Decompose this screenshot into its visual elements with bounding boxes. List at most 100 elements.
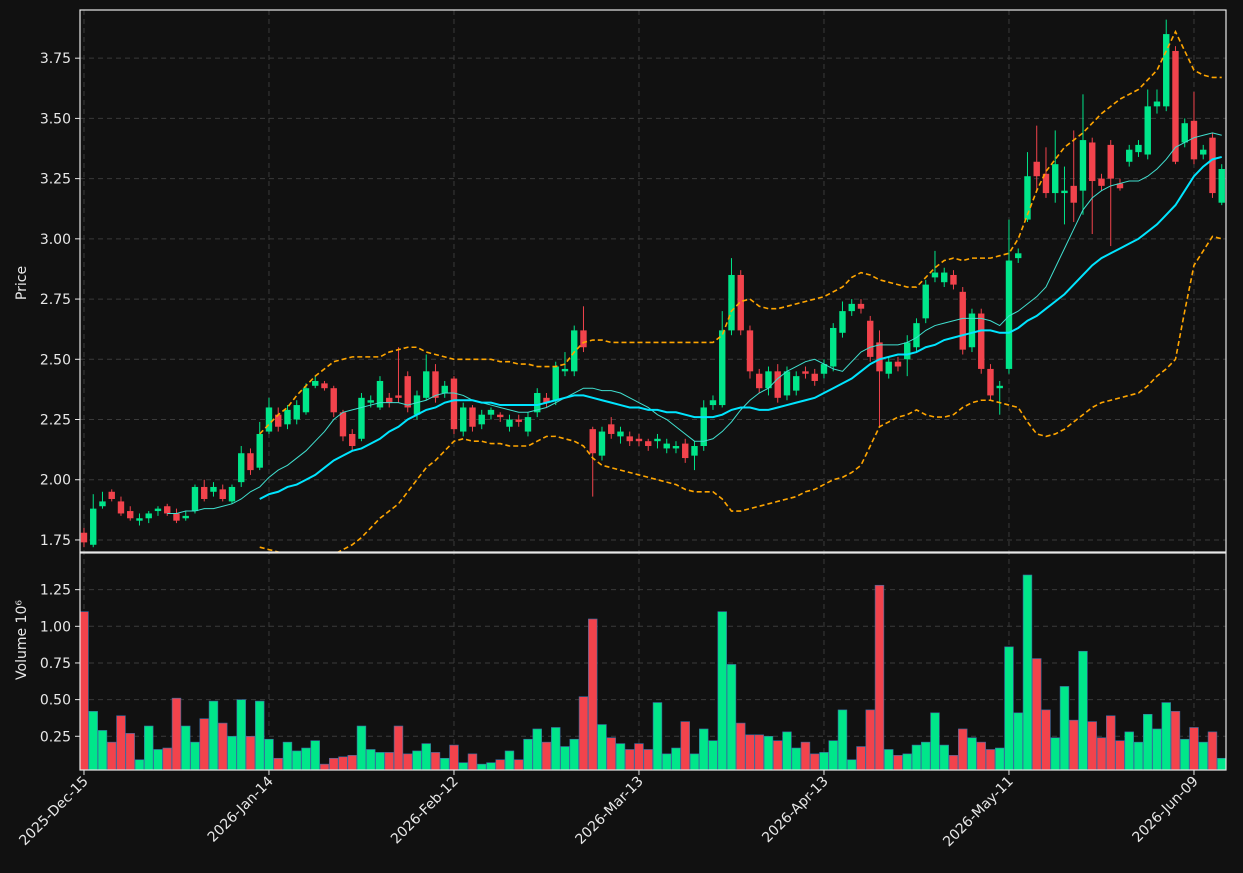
volume-bar [597, 724, 607, 770]
volume-bar [116, 715, 126, 770]
candle-body [210, 486, 217, 492]
volume-bar [264, 738, 274, 770]
volume-bar [329, 757, 339, 770]
price-frame [79, 9, 1227, 553]
volume-bar [1004, 646, 1014, 770]
candle-body [635, 438, 643, 442]
overlay-line [167, 132, 1222, 514]
volume-bar [319, 763, 330, 770]
volume-bar [930, 712, 940, 770]
x-tick-label: 2026-Apr-13 [759, 774, 832, 847]
volume-bar [532, 728, 542, 770]
candle-body [450, 378, 458, 430]
candle-body [709, 400, 717, 406]
volume-bar [190, 741, 200, 770]
volume-bar [421, 743, 431, 770]
volume-bar [893, 755, 903, 770]
volume-bar [1078, 650, 1088, 770]
volume-bar [985, 749, 996, 770]
candle-body [1024, 176, 1031, 220]
volume-bar [1022, 574, 1033, 770]
candle-body [349, 433, 356, 447]
candle-body [598, 431, 606, 456]
volume-bar [245, 735, 256, 770]
volume-bar [1115, 740, 1125, 770]
candle-body [1126, 149, 1133, 162]
candle-body [830, 327, 837, 367]
volume-bar [1198, 741, 1208, 770]
candle-body [460, 407, 467, 432]
volume-bar [467, 753, 478, 770]
volume-bar [1161, 702, 1171, 770]
volume-bar [652, 702, 663, 770]
volume-bar [884, 749, 894, 770]
candle-body [534, 393, 541, 413]
y-tick-label: 0.25 [40, 729, 71, 745]
candle-body [515, 419, 522, 422]
volume-bar [736, 722, 746, 770]
candle-body [1098, 178, 1105, 186]
candle-body [1089, 142, 1096, 182]
overlay-line [259, 155, 1222, 500]
candle-body [228, 486, 236, 502]
volume-bar [356, 725, 367, 770]
volume-bar [782, 731, 792, 770]
candle-body [321, 383, 328, 389]
candle-body [793, 376, 800, 391]
volume-bar [939, 744, 949, 770]
candle-body [802, 371, 809, 374]
candle-body [756, 373, 763, 389]
candle-body [182, 515, 189, 519]
candle-body [589, 429, 596, 454]
candle-body [478, 414, 485, 425]
candle-body [238, 453, 245, 483]
x-tick-label: 2026-May-11 [940, 774, 1017, 851]
candle-body [293, 405, 300, 420]
candle-body [90, 508, 97, 545]
candle-body [885, 361, 892, 374]
candle-body [987, 368, 994, 396]
volume-bar [282, 741, 293, 770]
volume-frame [79, 552, 1227, 771]
volume-bar [80, 611, 89, 770]
volume-bar [1087, 721, 1097, 770]
candle-body [617, 431, 624, 437]
volume-bar [162, 747, 172, 770]
candle-body [386, 397, 393, 403]
candle-body [173, 513, 180, 521]
volume-bar [773, 740, 783, 770]
volume-bar [967, 737, 977, 770]
volume-bar [948, 755, 959, 770]
candle-body [922, 284, 929, 319]
volume-bar [588, 618, 598, 770]
candle-body [524, 417, 532, 432]
volume-bar [837, 709, 848, 770]
volume-bar [1059, 686, 1070, 770]
candle-body [626, 436, 633, 442]
volume-bar [430, 752, 441, 770]
volume-bar [643, 749, 653, 770]
candle-body [728, 274, 735, 331]
volume-bar [551, 727, 561, 770]
candle-body [108, 491, 115, 500]
candle-body [867, 320, 874, 357]
y-tick-label: 0.50 [40, 693, 71, 709]
volume-bar [902, 753, 912, 770]
candle-body [839, 311, 846, 333]
candle-body [247, 453, 254, 471]
candle-body [571, 330, 578, 372]
candle-body [469, 407, 476, 427]
volume-bar [810, 753, 820, 770]
volume-bar [1096, 737, 1107, 770]
candle-body [672, 446, 680, 449]
candle-body [1190, 120, 1198, 160]
candle-body [99, 501, 106, 507]
volume-bar [218, 722, 228, 770]
volume-bar [1032, 658, 1042, 770]
candle-body [1015, 253, 1022, 259]
volume-bar [486, 762, 496, 770]
candle-body [117, 501, 125, 514]
volume-bar [791, 747, 801, 770]
volume-bar [236, 699, 246, 770]
candle-body [552, 366, 559, 401]
